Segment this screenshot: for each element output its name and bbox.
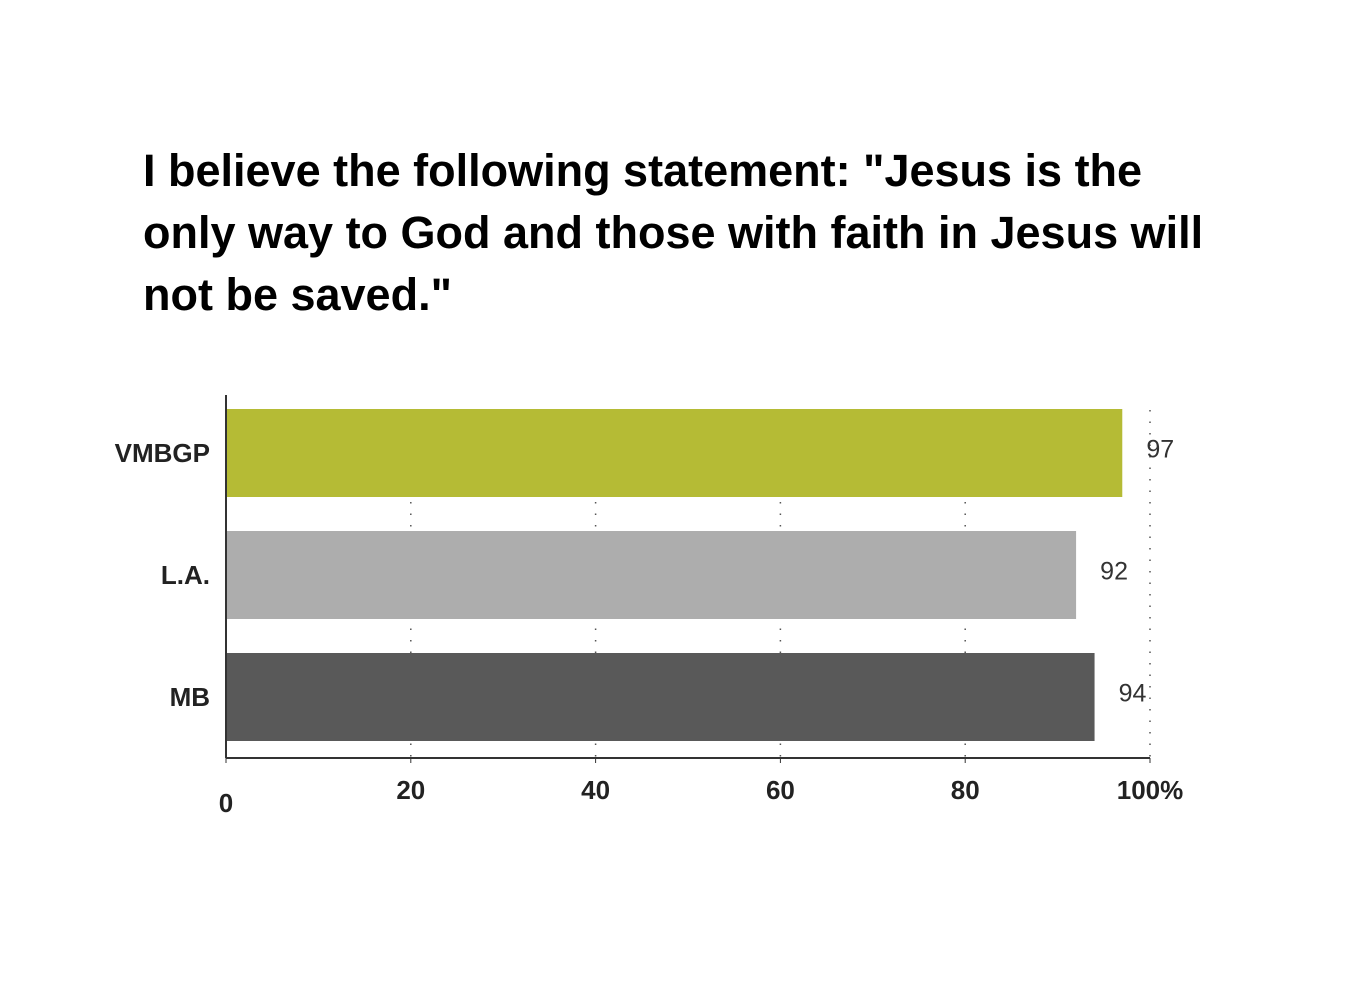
- value-label: 92: [1100, 558, 1128, 586]
- bar: [226, 531, 1077, 619]
- y-tick-label: MB: [170, 682, 210, 712]
- x-tick-label: 0: [219, 788, 233, 818]
- chart-title: I believe the following statement: "Jesu…: [143, 145, 1204, 320]
- x-tick-label: 40: [581, 775, 610, 805]
- bar: [226, 653, 1095, 741]
- y-tick-label: VMBGP: [115, 438, 210, 468]
- value-label: 94: [1119, 680, 1147, 708]
- x-tick-label: 100%: [1117, 775, 1184, 805]
- x-tick-label: 80: [951, 775, 980, 805]
- x-tick-label: 20: [396, 775, 425, 805]
- x-tick-label: 60: [766, 775, 795, 805]
- value-label: 97: [1146, 436, 1174, 464]
- bar: [226, 409, 1123, 497]
- y-tick-label: L.A.: [161, 560, 210, 590]
